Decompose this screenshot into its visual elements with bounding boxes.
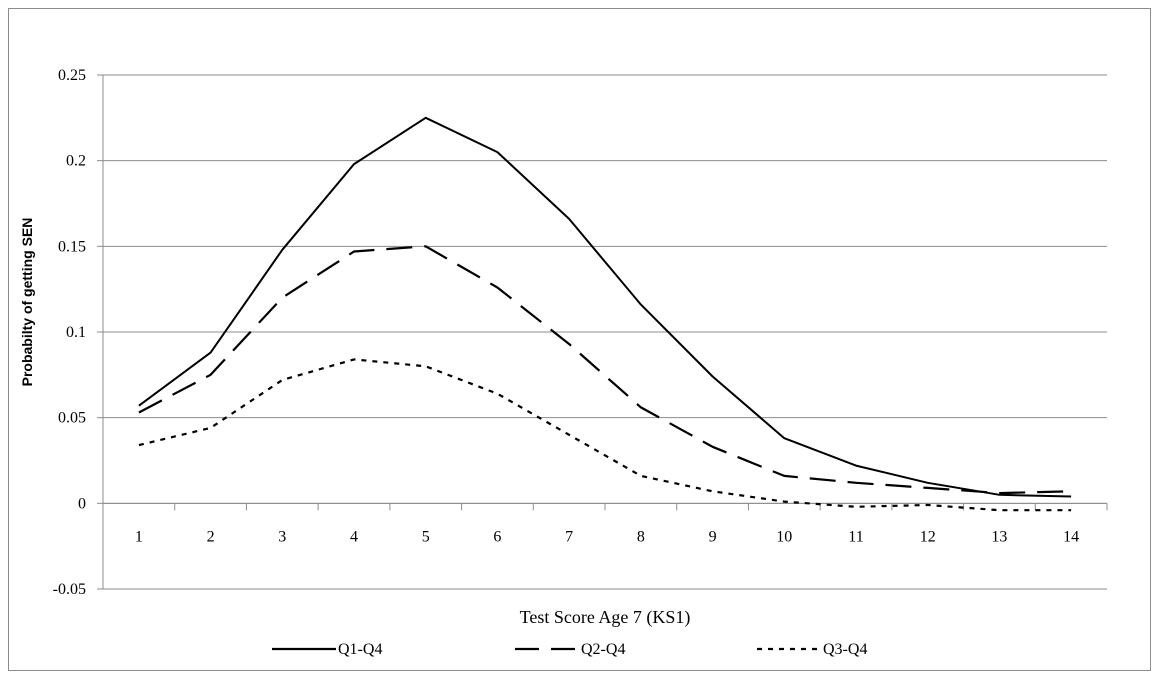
x-tick-label: 6: [493, 528, 501, 545]
x-tick-label: 4: [350, 528, 358, 545]
x-tick-label: 7: [565, 528, 573, 545]
y-tick-label: 0.15: [58, 238, 86, 255]
legend-label-q3-q4: Q3-Q4: [823, 641, 867, 658]
x-tick-label: 1: [135, 528, 143, 545]
y-tick-label: 0.2: [66, 153, 86, 170]
x-tick-label: 11: [848, 528, 863, 545]
x-tick-label: 5: [422, 528, 430, 545]
series-line-q3-q4: [138, 358, 1072, 512]
x-tick-label: 10: [776, 528, 792, 545]
y-tick-label: -0.05: [53, 581, 86, 598]
x-tick-label: 3: [278, 528, 286, 545]
gridlines: [103, 74, 1107, 590]
x-tick-label: 13: [991, 528, 1007, 545]
y-tick-label: 0.05: [58, 410, 86, 427]
series-line-q2-q4: [138, 245, 1072, 495]
x-tick-label: 14: [1063, 528, 1079, 545]
legend: Q1-Q4 Q2-Q4 Q3-Q4: [272, 641, 867, 658]
x-tick-label: 8: [637, 528, 645, 545]
series-line-q1-q4: [138, 116, 1072, 498]
x-tick-label: 12: [920, 528, 936, 545]
x-tick-label: 2: [207, 528, 215, 545]
y-tick-label: 0: [78, 495, 86, 512]
series-lines: [138, 116, 1072, 512]
legend-label-q1-q4: Q1-Q4: [338, 641, 382, 658]
x-axis-title: Test Score Age 7 (KS1): [520, 607, 691, 628]
legend-label-q2-q4: Q2-Q4: [581, 641, 625, 658]
y-tick-label: 0.25: [58, 67, 86, 84]
y-tick-label: 0.1: [66, 324, 86, 341]
y-axis-title: Probabilty of getting SEN: [19, 218, 35, 387]
chart-frame: [8, 8, 1151, 671]
x-tick-label: 9: [709, 528, 717, 545]
axes: [97, 74, 1108, 590]
